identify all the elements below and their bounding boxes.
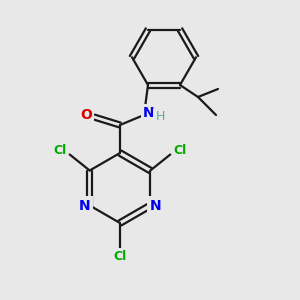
- Text: O: O: [80, 108, 92, 122]
- Text: H: H: [155, 110, 165, 124]
- Text: N: N: [143, 106, 155, 120]
- Text: N: N: [149, 199, 161, 212]
- Text: Cl: Cl: [53, 144, 66, 157]
- Text: Cl: Cl: [113, 250, 127, 262]
- Text: Cl: Cl: [174, 144, 187, 157]
- Text: N: N: [79, 199, 91, 212]
